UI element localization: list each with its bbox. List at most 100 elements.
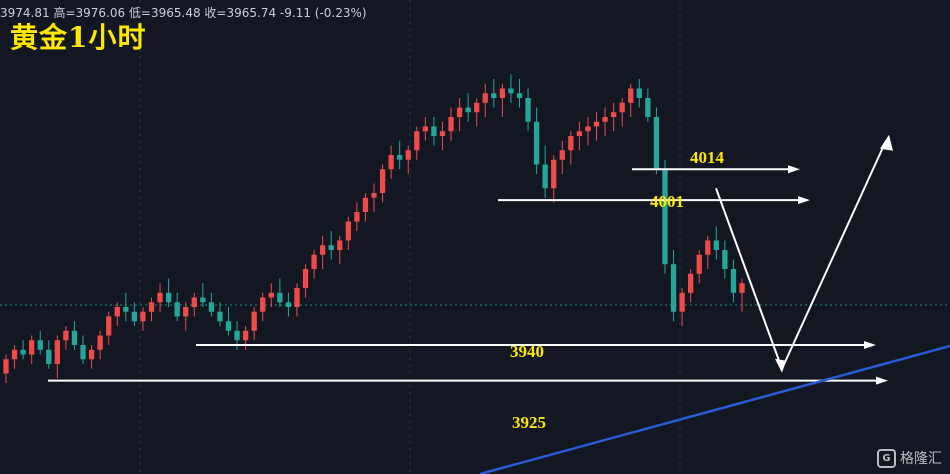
candle-body: [645, 98, 651, 117]
candle-body: [80, 345, 86, 360]
candle-body: [628, 88, 634, 103]
trend-line: [479, 344, 950, 474]
projection-down-line: [715, 187, 783, 370]
candle-body: [482, 93, 488, 103]
candle-body: [354, 212, 360, 222]
candle-body: [11, 349, 18, 360]
candle-body: [294, 288, 300, 307]
projection-up-line: [781, 140, 887, 370]
candle-body: [302, 269, 309, 288]
candle-body: [602, 117, 608, 122]
candle-body: [379, 169, 386, 193]
candle-body: [508, 88, 514, 94]
candle-body: [499, 88, 506, 98]
candle-body: [37, 340, 43, 350]
candle-body: [242, 330, 249, 341]
candle-body: [474, 102, 480, 113]
candle-body: [705, 240, 711, 255]
candle-body: [234, 330, 240, 341]
candle-body: [97, 335, 103, 350]
candle-body: [414, 131, 420, 151]
candle-body: [542, 164, 548, 189]
candle-body: [405, 150, 411, 160]
candle-body: [610, 112, 617, 117]
candle-body: [696, 254, 702, 274]
watermark-text: 格隆汇: [900, 451, 942, 467]
candle-body: [131, 311, 138, 322]
level-label-4014: 4014: [690, 148, 724, 167]
candle-body: [465, 107, 471, 113]
candle-body: [431, 126, 437, 136]
candle-body: [456, 107, 463, 117]
chart-title: 黄金1小时: [10, 21, 147, 54]
candle-body: [63, 330, 69, 341]
candle-body: [576, 131, 583, 136]
candle-body: [277, 292, 283, 303]
candle-body: [559, 150, 565, 160]
candle-body: [319, 245, 326, 255]
candle-body: [679, 292, 685, 312]
projection-up-head: [880, 134, 893, 151]
candle-body: [183, 307, 189, 317]
candle-body: [619, 102, 625, 113]
candle-body: [448, 117, 454, 132]
candle-body: [46, 349, 52, 364]
watermark: G 格隆汇: [877, 448, 942, 468]
candle-body: [687, 273, 694, 293]
level-label-4001: 4001: [650, 192, 684, 211]
candle-body: [662, 169, 668, 265]
candle-body: [362, 197, 369, 212]
candle-body: [200, 297, 206, 303]
ohlc-readout: 3974.81 高=3976.06 低=3965.48 收=3965.74 -9…: [0, 6, 367, 20]
candle-body: [653, 117, 660, 170]
candle-body: [636, 88, 642, 98]
candle-body: [174, 302, 180, 317]
candle-body: [285, 302, 292, 307]
candle-body: [345, 221, 351, 241]
candle-body: [71, 330, 78, 345]
candle-body: [88, 349, 95, 360]
candle-body: [713, 240, 719, 250]
candle-body: [225, 321, 232, 331]
level-label-3925: 3925: [512, 413, 546, 432]
candle-body: [533, 121, 540, 165]
candle-body: [551, 159, 557, 189]
candle-body: [491, 93, 497, 98]
candle-body: [422, 126, 429, 132]
candle-body: [20, 349, 26, 355]
candle-body: [593, 121, 600, 127]
candle-body: [114, 307, 120, 317]
candle-body: [337, 240, 343, 250]
candle-body: [730, 269, 737, 293]
candle-body: [208, 302, 215, 312]
candle-body: [525, 98, 531, 122]
candle-body: [217, 311, 223, 322]
candle-body: [268, 292, 274, 298]
candle-body: [439, 131, 446, 136]
candle-body: [311, 254, 317, 269]
candle-body: [157, 292, 163, 303]
candle-body: [739, 283, 745, 293]
candle-body: [29, 340, 35, 355]
candle-body: [397, 155, 403, 160]
candle-body: [54, 340, 61, 364]
candle-body: [516, 93, 523, 98]
level-label-3940: 3940: [510, 342, 544, 361]
candle-body: [140, 311, 146, 322]
level-arrow-4014-head: [788, 165, 800, 174]
candle-body: [260, 297, 266, 312]
candle-body: [388, 155, 394, 170]
candle-body: [371, 193, 377, 198]
candle-body: [123, 307, 129, 312]
level-arrow-3940-head: [864, 341, 876, 349]
candle-body: [3, 359, 9, 374]
projection-down-head: [775, 358, 786, 373]
candle-body: [670, 264, 677, 312]
candle-body: [585, 126, 591, 132]
candle-body: [148, 302, 155, 312]
candle-body: [328, 245, 334, 250]
gelonghui-logo-icon: G: [877, 448, 896, 468]
level-arrow-3925-head: [876, 376, 888, 385]
